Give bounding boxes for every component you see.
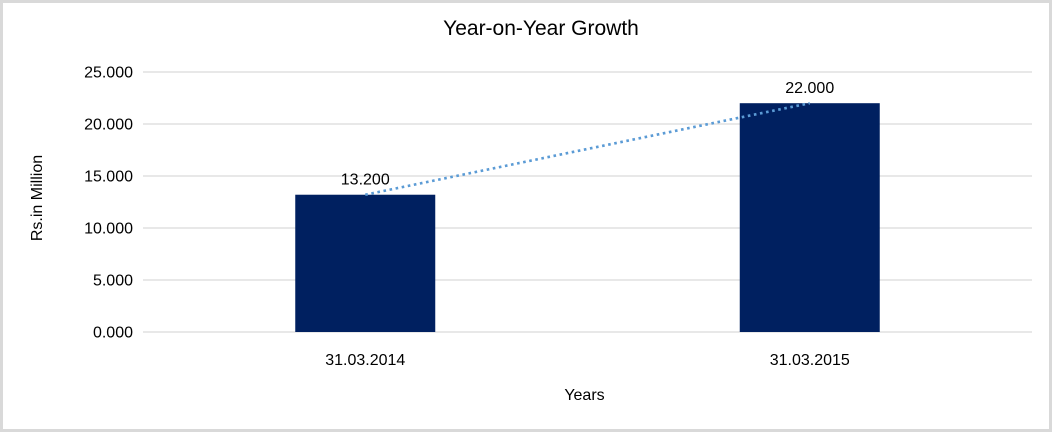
bar [739,103,880,332]
y-tick-label: 10.000 [84,221,133,238]
bar-value-label: 22.000 [785,80,834,97]
left-border-accent [0,0,2,432]
y-tick-label: 20.000 [84,117,133,134]
chart-title: Year-on-Year Growth [443,17,639,40]
x-tick-label: 31.03.2015 [770,352,850,369]
y-tick-label: 15.000 [84,169,133,186]
bar-value-label: 13.200 [341,172,390,189]
x-tick-label: 31.03.2014 [325,352,405,369]
y-tick-label: 25.000 [84,65,133,82]
x-axis-title: Years [564,387,605,404]
bar [295,194,436,332]
y-tick-label: 0.000 [93,325,133,342]
trendline [364,101,811,196]
plot-area: 0.000 5.000 10.000 15.000 20.000 25.000 13.200… [84,65,1032,369]
y-tick-label: 5.000 [93,273,133,290]
y-axis-title: Rs.in Million [29,154,46,242]
